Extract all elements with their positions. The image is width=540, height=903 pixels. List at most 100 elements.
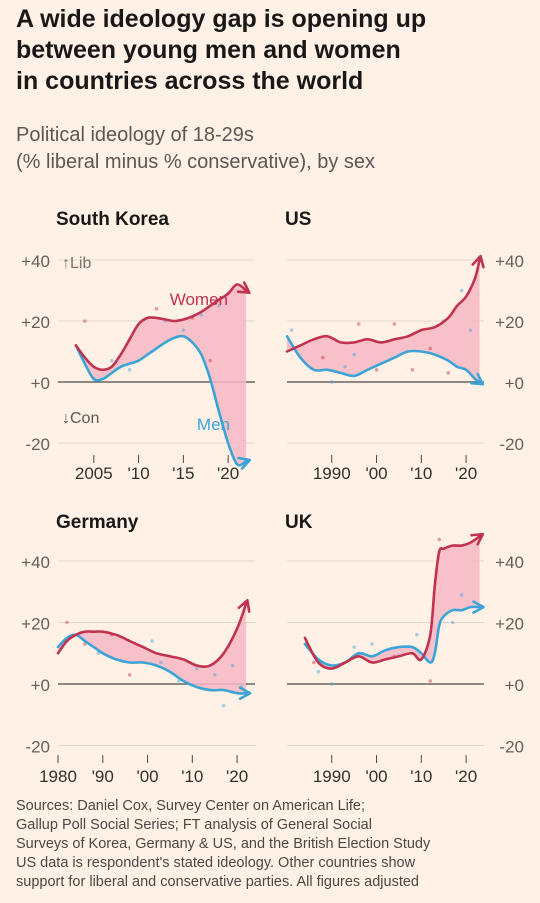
survey-point <box>312 660 316 665</box>
women-line <box>303 535 481 670</box>
y-tick-label: -20 <box>25 738 50 757</box>
x-tick-label: '00 <box>365 767 387 786</box>
survey-point <box>392 322 397 326</box>
legend-label-women: Women <box>170 290 228 309</box>
source-line: Surveys of Korea, Germany & US, and the … <box>16 836 431 852</box>
x-tick-label: '00 <box>365 464 387 483</box>
y-tick-label: -20 <box>499 738 524 757</box>
survey-point <box>65 620 69 625</box>
source-line: Gallup Poll Social Series; FT analysis o… <box>16 817 372 833</box>
survey-point <box>150 639 154 643</box>
women-line <box>74 283 248 372</box>
survey-point <box>109 358 114 363</box>
panel-south-korea: South Korea -20 +0 +20 +40 2005 '10 '15 '20 Women… <box>21 209 255 483</box>
source-line: US data is respondent's stated ideology.… <box>16 855 416 871</box>
series-women <box>303 532 485 670</box>
y-tick-label: +40 <box>21 252 50 271</box>
women-arrowhead <box>470 532 485 546</box>
y-tick-label: +0 <box>505 676 524 695</box>
survey-point <box>154 307 159 311</box>
survey-point <box>352 352 356 357</box>
survey-point <box>356 322 361 326</box>
survey-point <box>199 313 204 317</box>
series-men <box>74 334 252 470</box>
panel-title: UK <box>285 512 313 533</box>
source-line: Sources: Daniel Cox, Survey Center on Am… <box>16 798 365 814</box>
x-tick-label: '10 <box>128 464 150 483</box>
gap-area <box>304 536 480 669</box>
survey-point <box>321 355 325 360</box>
series-men <box>285 335 485 386</box>
title-line: between young men and women <box>16 36 401 64</box>
men-arrowhead <box>238 686 252 701</box>
x-tick-label: 2005 <box>75 464 113 483</box>
x-tick-label: '00 <box>136 767 158 786</box>
y-tick-label: +40 <box>495 553 524 572</box>
title-line: A wide ideology gap is opening up <box>16 5 427 33</box>
x-tick-label: '20 <box>455 464 477 483</box>
survey-point <box>208 358 213 363</box>
women-arrowhead <box>236 281 251 295</box>
survey-point <box>370 642 374 646</box>
chart-title: A wide ideology gap is opening up betwee… <box>16 4 526 97</box>
women-line <box>56 602 248 669</box>
subtitle-line: (% liberal minus % conservative), by sex <box>16 151 376 173</box>
chart-subtitle: Political ideology of 18-29s (% liberal … <box>16 122 526 176</box>
x-tick-label: '10 <box>410 464 432 483</box>
y-tick-label: +40 <box>21 553 50 572</box>
gap-area <box>58 604 246 694</box>
survey-point <box>437 537 442 542</box>
sources-note: Sources: Daniel Cox, Survey Center on Am… <box>16 797 526 892</box>
panel-title: South Korea <box>56 209 169 230</box>
men-arrowhead <box>472 600 485 614</box>
survey-point <box>343 364 348 369</box>
survey-point <box>410 368 415 372</box>
survey-point <box>374 368 379 372</box>
survey-point <box>127 672 132 677</box>
x-tick-label: '90 <box>92 767 114 786</box>
survey-point <box>450 620 455 625</box>
series-women <box>74 281 251 372</box>
y-tick-label: +20 <box>495 615 524 634</box>
survey-point <box>468 328 473 332</box>
women-arrowhead <box>471 254 485 269</box>
y-tick-label: +20 <box>21 313 50 332</box>
legend-label-men: Men <box>197 415 230 434</box>
survey-point <box>329 380 334 384</box>
survey-point <box>230 663 235 668</box>
men-line <box>74 334 248 467</box>
panel-germany: Germany -20 +0 +20 +40 1980 '90 '00 '10 '20 <box>21 512 255 786</box>
survey-point <box>329 682 334 686</box>
x-tick-label: 1980 <box>39 767 77 786</box>
survey-point <box>446 371 450 375</box>
survey-point <box>428 346 433 351</box>
survey-point <box>352 645 356 649</box>
panel-title: Germany <box>56 512 139 533</box>
series-men <box>56 633 252 701</box>
survey-point <box>181 328 186 332</box>
survey-point <box>212 672 217 677</box>
panel-title: US <box>285 209 311 230</box>
gap-area <box>287 260 480 382</box>
x-tick-label: '20 <box>217 464 239 483</box>
y-tick-label: -20 <box>499 435 524 454</box>
x-tick-label: '20 <box>455 767 477 786</box>
survey-point <box>459 288 464 293</box>
survey-point <box>159 660 163 665</box>
survey-point <box>83 319 87 323</box>
subtitle-line: Political ideology of 18-29s <box>16 124 254 146</box>
y-tick-label: -20 <box>25 435 50 454</box>
x-tick-label: '15 <box>172 464 194 483</box>
annotation-lib: ↑Lib <box>62 255 91 272</box>
x-tick-label: 1990 <box>313 767 351 786</box>
x-tick-label: '10 <box>181 767 203 786</box>
y-tick-label: +0 <box>505 374 524 393</box>
survey-point <box>459 593 464 597</box>
y-tick-label: +20 <box>21 615 50 634</box>
panel-us: US -20 +0 +20 +40 1990 '00 '10 '20 <box>285 209 524 483</box>
survey-point <box>127 368 132 372</box>
women-line <box>285 258 481 353</box>
annotation-con: ↓Con <box>62 410 99 427</box>
y-tick-label: +0 <box>31 374 50 393</box>
